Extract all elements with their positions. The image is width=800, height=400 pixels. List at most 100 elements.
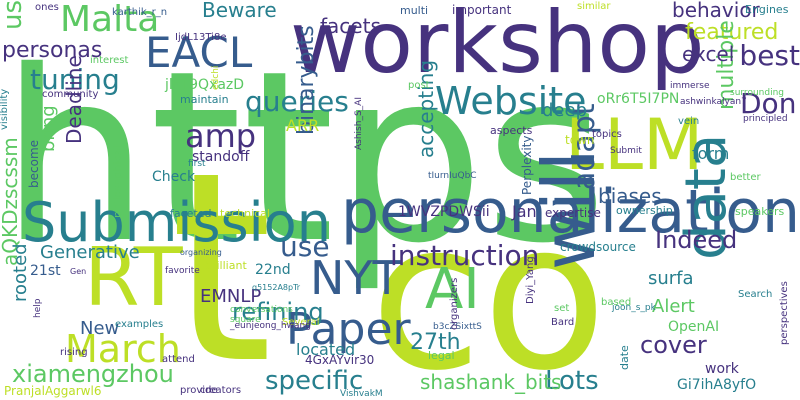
cloud-word-96: community xyxy=(42,89,99,100)
cloud-word-18: amp xyxy=(185,117,257,155)
cloud-word-92: ones xyxy=(35,2,59,13)
cloud-word-9: Website xyxy=(435,79,587,123)
cloud-word-93: karthik_r_n xyxy=(112,7,168,18)
cloud-word-29: us xyxy=(0,0,28,31)
cloud-word-20: specific xyxy=(265,366,364,396)
cloud-word-68: PranjalAggarwl6 xyxy=(4,384,102,398)
cloud-word-50: surfa xyxy=(648,268,694,289)
cloud-word-98: post xyxy=(408,80,430,91)
cloud-word-90: Search xyxy=(738,289,773,300)
cloud-word-116: examples xyxy=(115,319,164,330)
cloud-word-35: featured xyxy=(685,20,779,45)
cloud-word-123: set xyxy=(554,303,570,314)
cloud-word-34: 27th xyxy=(410,330,461,355)
cloud-word-75: become xyxy=(27,139,41,188)
cloud-word-65: 21st xyxy=(30,263,61,279)
cloud-word-77: topics xyxy=(592,129,622,140)
cloud-word-16: March xyxy=(65,327,181,371)
cloud-word-71: expertise xyxy=(545,206,601,220)
cloud-word-107: first xyxy=(188,159,206,169)
cloud-word-41: excel xyxy=(682,42,735,66)
cloud-word-117: square xyxy=(230,315,261,325)
cloud-word-112: q5152A8pTr xyxy=(252,283,301,292)
cloud-word-62: jlFT9QxazD xyxy=(165,77,245,93)
cloud-word-0: https xyxy=(0,20,608,295)
cloud-word-57: Check xyxy=(152,169,196,185)
cloud-word-100: vein xyxy=(678,116,700,127)
cloud-word-110: favorite xyxy=(165,266,200,276)
cloud-word-23: Don xyxy=(740,87,797,120)
cloud-word-87: date xyxy=(618,345,631,370)
cloud-word-48: deep xyxy=(542,100,587,121)
cloud-word-121: Diyi_Yang xyxy=(525,256,536,304)
cloud-word-109: Gen xyxy=(70,267,87,276)
cloud-word-113: help xyxy=(33,298,43,318)
cloud-word-11: EACL xyxy=(145,28,253,77)
cloud-word-91: similar xyxy=(577,1,611,12)
cloud-word-6: RT xyxy=(84,231,183,324)
cloud-word-38: facets xyxy=(320,14,381,38)
cloud-word-39: behavior xyxy=(672,0,760,22)
cloud-word-32: cover xyxy=(640,331,707,359)
cloud-word-69: 4GxAYvir30 xyxy=(305,353,375,367)
cloud-word-47: EMNLP xyxy=(200,286,262,307)
cloud-word-88: legal xyxy=(428,349,455,362)
cloud-word-86: brilliant xyxy=(205,259,247,272)
cloud-word-118: conversations xyxy=(230,305,293,315)
cloud-word-30: personas xyxy=(2,38,103,63)
cloud-word-54: Jan xyxy=(512,202,537,221)
cloud-word-63: oRr6T5I7PN xyxy=(597,91,680,107)
cloud-word-111: organizing xyxy=(180,248,222,257)
cloud-word-25: Lots xyxy=(545,366,599,396)
cloud-word-70: crowdsource xyxy=(560,240,636,254)
cloud-word-67: OpenAI xyxy=(668,319,720,335)
cloud-word-76: Perplexity xyxy=(520,135,534,196)
cloud-word-3: t xyxy=(170,116,273,400)
cloud-word-44: accepting xyxy=(414,59,438,158)
cloud-word-104: ashwinkalyan7 xyxy=(680,97,747,107)
cloud-word-66: work xyxy=(705,361,739,377)
cloud-word-127: organizers xyxy=(449,277,460,330)
cloud-word-24: best xyxy=(739,39,800,72)
cloud-word-4: personalization xyxy=(341,177,800,247)
cloud-word-2: co xyxy=(370,179,607,400)
cloud-word-40: Beware xyxy=(202,0,277,22)
cloud-word-60: Gi7ihA8yfO xyxy=(677,377,757,393)
cloud-word-27: use xyxy=(280,230,330,263)
cloud-word-95: interest xyxy=(90,55,129,66)
cloud-word-102: immerse xyxy=(670,81,710,91)
cloud-word-129: creators xyxy=(200,385,242,396)
cloud-word-22: tuning xyxy=(30,63,120,96)
cloud-word-122: b3cZSixttS xyxy=(433,322,482,332)
cloud-word-115: attend xyxy=(162,354,195,365)
cloud-word-19: queries xyxy=(245,85,349,118)
cloud-word-64: 22nd xyxy=(255,262,291,278)
cloud-word-59: bring xyxy=(38,105,59,152)
cloud-word-58: standoff xyxy=(192,149,250,165)
cloud-word-81: aspects xyxy=(490,124,533,137)
cloud-word-8: AI xyxy=(425,257,480,322)
cloud-word-83: technical xyxy=(220,207,270,220)
cloud-word-46: Generative xyxy=(40,242,140,263)
cloud-word-13: NYT xyxy=(310,251,401,305)
cloud-word-131: edchi xyxy=(211,65,221,90)
cloud-word-99: Submit xyxy=(610,146,642,156)
cloud-word-74: Engines xyxy=(745,3,789,16)
cloud-word-105: Ashish_S_AI xyxy=(354,97,364,150)
cloud-word-5: Submission xyxy=(22,191,331,254)
cloud-word-130: VishvakM xyxy=(340,389,383,399)
cloud-word-85: speakers xyxy=(735,205,785,218)
cloud-word-119: Several xyxy=(282,317,320,328)
cloud-word-101: principled xyxy=(743,114,788,124)
cloud-word-73: important xyxy=(452,3,512,17)
cloud-word-56: ARR xyxy=(286,116,320,135)
cloud-word-1: workshop xyxy=(290,0,705,93)
cloud-word-108: better xyxy=(730,172,761,183)
cloud-word-12: Malta xyxy=(60,0,160,40)
cloud-word-51: Alert xyxy=(652,296,695,317)
cloud-word-49: New xyxy=(80,318,120,339)
cloud-word-97: visibility xyxy=(0,88,10,130)
cloud-word-17: instruction xyxy=(390,239,540,272)
cloud-word-106: tIurnIuQbC xyxy=(428,171,477,181)
